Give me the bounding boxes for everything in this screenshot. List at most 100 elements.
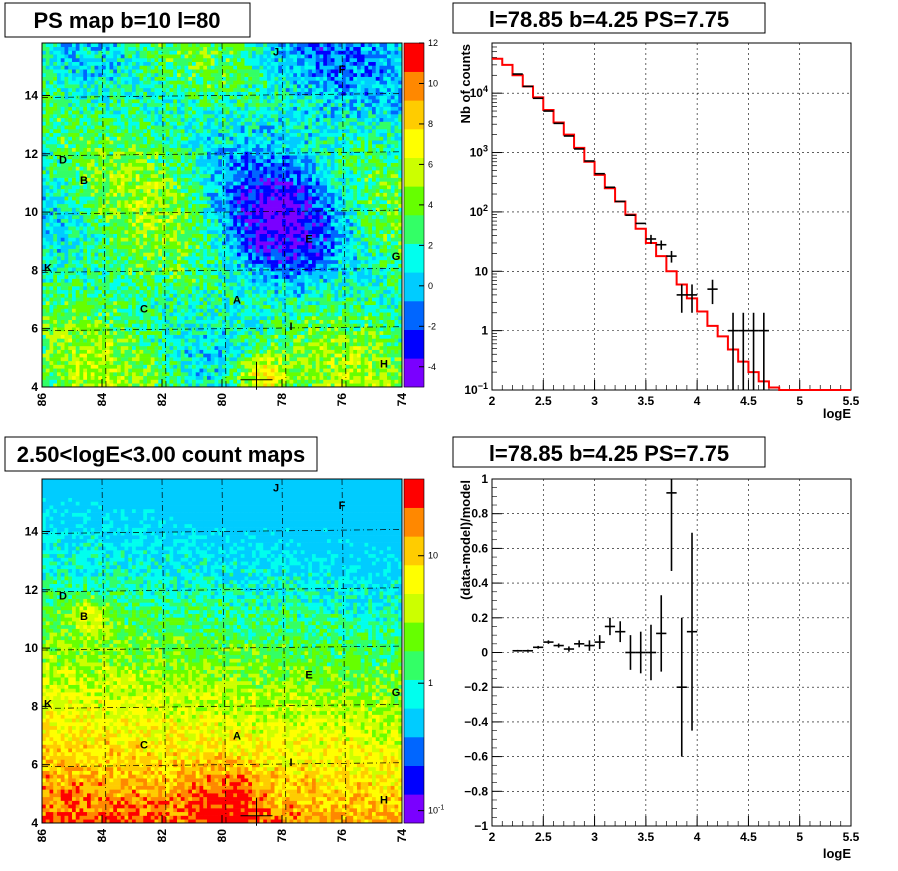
point-source-label: F: [339, 500, 346, 512]
map-grid-line: [101, 478, 107, 824]
map-grid-line: [281, 478, 287, 824]
colorbar-segment: [404, 157, 424, 187]
map-grid-line: [221, 42, 227, 388]
point-source-label: A: [233, 731, 241, 743]
map-grid-line: [341, 478, 347, 824]
x-tick-label: 3: [591, 830, 598, 844]
colorbar-segment: [404, 100, 424, 130]
x-tick-label: 4: [694, 394, 701, 408]
y-tick-label: 10: [475, 264, 489, 278]
colorbar-tick-label: 10: [428, 78, 438, 88]
panel-count-map: 2.50<logE<3.00 count maps 86 84 82 80 78 76 74…: [4, 436, 444, 843]
colorbar-segment: [404, 329, 424, 359]
y-tick-label: 102: [470, 203, 488, 219]
x-tick-label: 2: [489, 394, 496, 408]
x-tick-label: 5.5: [843, 394, 860, 408]
map-x-tick-label: 82: [155, 829, 169, 843]
map-grid-line: [281, 42, 287, 388]
x-tick-label: 5.5: [843, 830, 860, 844]
map-grid-line: [161, 42, 167, 388]
map-grid-line: [41, 529, 403, 534]
y-tick-label: −0.6: [464, 750, 488, 764]
x-tick-label: 2: [489, 830, 496, 844]
colorbar-segment: [404, 43, 424, 72]
colorbar-segment: [404, 593, 424, 623]
point-source-label: J: [273, 47, 279, 59]
map-x-tick-label: 74: [395, 829, 409, 843]
y-tick-label: −0.4: [464, 715, 488, 729]
map-y-tick-label: 10: [25, 205, 39, 219]
map-grid-line: [41, 704, 403, 709]
y-tick-label: 1: [481, 324, 488, 338]
map-y-tick-label: 4: [31, 380, 38, 394]
x-tick-label: 3.5: [638, 394, 655, 408]
map-x-tick-label: 76: [335, 393, 349, 407]
map-grid-line: [41, 645, 403, 651]
y-tick-label: −0.8: [464, 784, 488, 798]
map-y-tick-label: 6: [31, 758, 38, 772]
colorbar-segment: [404, 708, 424, 738]
residuals-title-box: [452, 436, 766, 468]
spectrum-ylabel: Nb of counts: [458, 44, 473, 123]
colorbar-tick-label: 8: [428, 119, 433, 129]
residuals-plot: 2 2.5 3 3.5 4 4.5 5 5.5 1 0.8 0.6 0.4 0.2 0 −0.2 −0.4 −0…: [464, 472, 859, 844]
colorbar-segment: [404, 536, 424, 566]
x-tick-label: 2.5: [535, 394, 552, 408]
colorbar-tick-label: 12: [428, 38, 438, 48]
map-grid-line: [101, 42, 107, 388]
point-source-label: H: [380, 359, 388, 371]
colorbar-segment: [404, 272, 424, 302]
model-histogram: [492, 57, 851, 391]
map-x-tick-label: 84: [95, 393, 109, 407]
ps-map-colorbar: 12 10 8 6 4 2 0 -2 -4: [403, 38, 438, 388]
colorbar-segment: [404, 186, 424, 216]
colorbar-tick-label: 4: [428, 200, 433, 210]
colorbar-segment: [404, 71, 424, 101]
point-source-label: C: [140, 739, 148, 751]
x-tick-label: 2.5: [535, 830, 552, 844]
map-y-tick-label: 12: [25, 147, 39, 161]
colorbar-segment: [404, 765, 424, 795]
map-x-tick-label: 82: [155, 393, 169, 407]
colorbar-tick-label: -4: [428, 362, 436, 372]
map-y-tick-label: 14: [25, 88, 39, 102]
map-x-tick-label: 80: [215, 393, 229, 407]
map-grid-line: [41, 151, 403, 157]
colorbar-segment: [404, 737, 424, 766]
y-tick-label: 0.8: [471, 507, 488, 521]
count-map-title-box: [4, 436, 318, 472]
y-tick-label: 0.4: [471, 576, 488, 590]
point-source-label: K: [44, 698, 52, 710]
map-x-tick-label: 74: [395, 393, 409, 407]
count-map-title: 2.50<logE<3.00 count maps: [17, 442, 306, 467]
colorbar-segment: [404, 651, 424, 680]
map-y-tick-label: 10: [25, 641, 39, 655]
point-source-label: C: [140, 303, 148, 315]
colorbar-segment: [404, 129, 424, 158]
colorbar-segment: [404, 794, 424, 824]
x-tick-label: 4.5: [740, 830, 757, 844]
point-source-label: J: [273, 483, 279, 495]
residuals-xlabel: logE: [823, 846, 851, 861]
residuals-ylabel: (data-model)/model: [458, 480, 473, 600]
point-source-label: B: [80, 611, 88, 623]
map-x-tick-label: 78: [275, 393, 289, 407]
colorbar-tick-label: -2: [428, 321, 436, 331]
y-tick-label: −1: [474, 819, 488, 833]
colorbar-tick-label: 10: [428, 551, 438, 561]
ps-map-title-box: [4, 2, 251, 38]
map-grid-line: [41, 326, 403, 332]
map-grid-line: [41, 587, 403, 593]
map-x-tick-label: 78: [275, 829, 289, 843]
y-tick-label: 0.2: [471, 611, 488, 625]
colorbar-segment: [404, 215, 424, 244]
colorbar-segment: [404, 565, 424, 594]
x-tick-label: 3.5: [638, 830, 655, 844]
map-grid-line: [41, 268, 403, 273]
y-tick-label: 104: [470, 84, 488, 100]
map-y-tick-label: 6: [31, 322, 38, 336]
panel-residuals: l=78.85 b=4.25 PS=7.75 2 2.5 3 3.5 4 4.5 5 5.5 1…: [452, 436, 860, 861]
point-source-label: K: [44, 262, 52, 274]
map-grid-line: [341, 42, 347, 388]
